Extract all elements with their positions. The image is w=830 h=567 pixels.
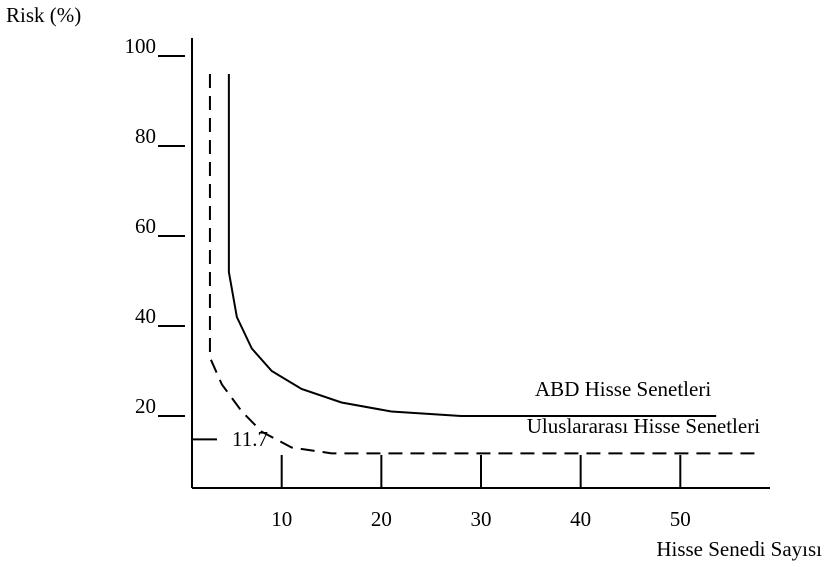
series-label: ABD Hisse Senetleri [535,377,711,401]
x-tick-label: 40 [570,507,591,531]
series-label: Uluslararası Hisse Senetleri [527,414,760,438]
y-tick-label: 40 [135,304,156,328]
y-tick-label: 100 [125,34,157,58]
reference-label: 11.7 [232,427,268,451]
series-line [208,74,756,455]
series-line [227,74,717,417]
y-tick-label: 20 [135,394,156,418]
y-tick-label: 60 [135,214,156,238]
x-tick-label: 50 [670,507,691,531]
y-axis-label: Risk (%) [6,3,81,27]
x-axis-label: Hisse Senedi Sayısı [656,537,822,561]
x-tick-label: 20 [371,507,392,531]
x-tick-label: 30 [471,507,492,531]
y-tick-label: 80 [135,124,156,148]
x-tick-label: 10 [271,507,292,531]
